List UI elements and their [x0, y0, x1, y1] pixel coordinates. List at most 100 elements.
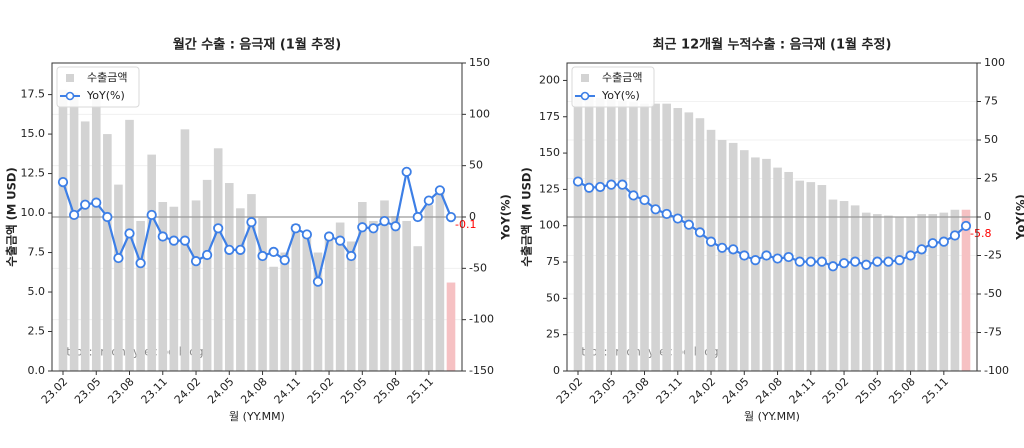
- bar: [828, 199, 838, 371]
- bar: [103, 134, 112, 371]
- y2-axis-label: YoY(%): [499, 194, 513, 241]
- y-axis-label: 수출금액 (M USD): [5, 167, 19, 266]
- point: [68, 209, 80, 221]
- point: [905, 250, 916, 261]
- point: [113, 252, 124, 264]
- y2-tick-label: -100: [984, 364, 1009, 377]
- y-tick-label: 150: [539, 146, 560, 159]
- chart-title: 최근 12개월 누적수출 : 음극재 (1월 추정): [653, 37, 892, 53]
- bar: [346, 241, 356, 371]
- y-axis-label: 수출금액 (M USD): [520, 167, 534, 266]
- bar: [595, 97, 605, 372]
- bar: [302, 236, 312, 371]
- point: [124, 228, 135, 239]
- point: [434, 185, 446, 196]
- point: [335, 235, 346, 246]
- bar: [895, 217, 904, 371]
- bar: [335, 222, 345, 371]
- point: [739, 250, 750, 261]
- point: [146, 209, 157, 221]
- subplot: -150 -100 -50 0 50 100 150 0.0 2.5 5.0 7.5 10.0 12.5…: [5, 37, 513, 424]
- point: [595, 181, 606, 193]
- y2-tick-label: -50: [984, 287, 1002, 300]
- x-tick-label: 23.08: [105, 375, 136, 406]
- bar: [762, 158, 771, 371]
- point: [168, 235, 179, 246]
- bar: [213, 148, 223, 371]
- point: [728, 244, 739, 255]
- point: [235, 244, 246, 255]
- point: [639, 194, 650, 206]
- point: [960, 220, 972, 232]
- y-tick-label: 17.5: [21, 88, 46, 101]
- chart-title: 월간 수출 : 음극재 (1월 추정): [173, 37, 341, 53]
- y2-tick-label: 100: [984, 56, 1005, 69]
- point: [628, 190, 639, 201]
- x-tick-label: 24.02: [687, 375, 718, 406]
- point: [401, 166, 412, 177]
- y2-tick-label: 0: [984, 210, 991, 223]
- bar: [806, 182, 816, 371]
- point: [783, 251, 794, 263]
- bar: [424, 205, 434, 371]
- bar: [728, 142, 738, 371]
- x-tick-label: 25.05: [853, 375, 884, 406]
- bar: [69, 93, 79, 371]
- bar: [651, 103, 660, 371]
- x-tick-label: 25.08: [371, 375, 402, 406]
- bar: [684, 112, 694, 371]
- x-tick-label: 25.05: [338, 375, 369, 406]
- y2-tick-label: -50: [469, 261, 487, 274]
- point: [938, 236, 949, 247]
- bar: [280, 252, 290, 371]
- point: [257, 250, 268, 262]
- point: [872, 256, 883, 267]
- x-tick-label: 23.08: [620, 375, 651, 406]
- bar: [873, 214, 882, 371]
- legend-label: YoY(%): [86, 89, 125, 102]
- bar: [717, 140, 727, 371]
- point: [279, 255, 290, 266]
- point: [583, 182, 595, 193]
- point: [672, 213, 683, 224]
- point: [423, 195, 434, 206]
- point: [179, 235, 191, 246]
- y2-tick-label: 25: [984, 172, 998, 185]
- x-tick-label: 24.05: [205, 375, 236, 406]
- point: [390, 221, 401, 232]
- point: [827, 261, 839, 272]
- point: [80, 199, 91, 210]
- x-tick-label: 24.11: [787, 375, 818, 406]
- x-tick-label: 25.11: [405, 375, 436, 406]
- y-tick-label: 25: [546, 328, 560, 341]
- point: [190, 256, 202, 267]
- bar: [224, 183, 234, 371]
- bar: [402, 220, 411, 371]
- y-tick-label: 175: [539, 110, 560, 123]
- point: [135, 258, 146, 269]
- y2-tick-label: 100: [469, 107, 490, 120]
- bar: [629, 102, 638, 372]
- bar: [618, 100, 627, 371]
- point: [661, 208, 672, 220]
- bar: [269, 266, 278, 371]
- bar: [706, 129, 716, 371]
- point: [717, 242, 728, 253]
- bar: [391, 216, 400, 371]
- bar: [673, 108, 683, 372]
- point: [202, 249, 213, 261]
- point: [894, 255, 905, 266]
- point: [357, 222, 368, 233]
- bar: [114, 184, 123, 371]
- bar: [939, 212, 949, 371]
- y-tick-label: 0: [553, 364, 560, 377]
- bar: [413, 246, 423, 371]
- bar: [928, 214, 938, 371]
- x-tick-label: 24.08: [753, 375, 784, 406]
- point: [301, 229, 312, 240]
- y2-tick-label: 0: [469, 210, 476, 223]
- bar: [313, 252, 323, 371]
- legend-label: 수출금액: [602, 71, 642, 84]
- y-tick-label: 15.0: [21, 127, 46, 140]
- point: [650, 204, 661, 215]
